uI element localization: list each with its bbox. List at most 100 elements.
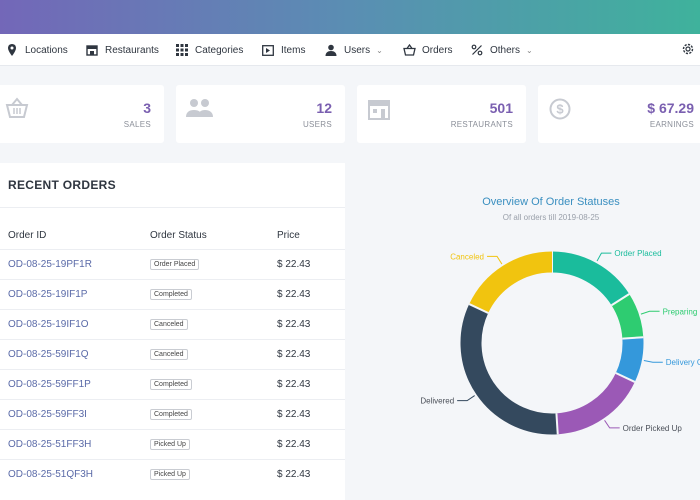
nav-locations-label: Locations <box>25 44 68 56</box>
user-icon <box>324 43 338 57</box>
order-id-link[interactable]: OD-08-25-19IF1O <box>8 319 89 330</box>
panel-divider <box>0 207 345 208</box>
stat-sales-value: 3 <box>143 100 151 116</box>
order-price: $ 22.43 <box>277 289 311 300</box>
restaurant-icon <box>85 43 99 57</box>
dollar-icon: $ <box>548 97 572 121</box>
stat-card-earnings: $ $ 67.29 EARNINGS <box>538 85 700 143</box>
slice-separator <box>610 293 630 307</box>
nav-orders-label: Orders <box>422 44 453 56</box>
nav-items-label: Items <box>281 44 306 56</box>
nav-locations[interactable]: Locations <box>5 43 68 57</box>
basket-icon <box>402 43 416 57</box>
building-icon <box>367 97 391 121</box>
status-badge: Picked Up <box>150 439 190 450</box>
recent-orders-title: RECENT ORDERS <box>8 178 116 192</box>
status-badge: Completed <box>150 289 192 300</box>
order-id-link[interactable]: OD-08-25-59FF3I <box>8 409 87 420</box>
nav-restaurants[interactable]: Restaurants <box>85 43 159 57</box>
label-leader-line <box>457 395 475 402</box>
chevron-down-icon: ⌄ <box>526 45 533 55</box>
table-row[interactable]: OD-08-25-19PF1R Order Placed $ 22.43 <box>0 249 345 279</box>
status-badge: Picked Up <box>150 469 190 480</box>
slice-separator <box>555 413 559 435</box>
status-badge: Completed <box>150 379 192 390</box>
nav-restaurants-label: Restaurants <box>105 44 159 56</box>
slice-separator <box>622 336 644 340</box>
slice-label: Delivery Gu <box>666 358 700 367</box>
nav-categories[interactable]: Categories <box>175 43 243 57</box>
slice-label: Order Picked Up <box>623 424 683 433</box>
table-row[interactable]: OD-08-25-51QF3H Picked Up $ 22.43 <box>0 459 345 489</box>
status-badge: Canceled <box>150 349 188 360</box>
stat-earnings-value: $ 67.29 <box>647 100 694 116</box>
nav-items[interactable]: Items <box>261 43 305 57</box>
order-price: $ 22.43 <box>277 439 311 450</box>
nav-categories-label: Categories <box>195 44 244 56</box>
stat-earnings-label: EARNINGS <box>649 120 694 129</box>
status-badge: Order Placed <box>150 259 200 270</box>
order-id-link[interactable]: OD-08-25-19IF1P <box>8 289 88 300</box>
donut-slice-preparing[interactable] <box>611 293 644 339</box>
users-icon <box>186 97 213 121</box>
nav-orders[interactable]: Orders <box>402 43 453 57</box>
label-leader-line <box>604 420 620 429</box>
order-id-link[interactable]: OD-08-25-59FF1P <box>8 379 91 390</box>
stat-restaurants-value: 501 <box>489 100 513 116</box>
donut-slice-delivered[interactable] <box>460 304 558 435</box>
stat-restaurants-label: RESTAURANTS <box>450 120 513 129</box>
status-badge: Completed <box>150 409 192 420</box>
table-row[interactable]: OD-08-25-51FF3H Picked Up $ 22.43 <box>0 429 345 459</box>
nav-users[interactable]: Users ⌄ <box>324 43 383 57</box>
order-price: $ 22.43 <box>277 469 311 480</box>
image-icon <box>261 43 275 57</box>
slice-separator <box>468 303 489 314</box>
table-row[interactable]: OD-08-25-19IF1P Completed $ 22.43 <box>0 279 345 309</box>
nav-others[interactable]: Others ⌄ <box>470 43 533 57</box>
slice-label: Order Placed <box>614 249 661 258</box>
stat-card-restaurants: 501 RESTAURANTS <box>357 85 526 143</box>
donut-slice-delivery-gu[interactable] <box>615 337 644 382</box>
basket-icon <box>5 97 29 121</box>
chevron-down-icon: ⌄ <box>376 45 383 55</box>
slice-label: Preparing <box>663 307 698 316</box>
table-row[interactable]: OD-08-25-59FF3I Completed $ 22.43 <box>0 399 345 429</box>
order-id-link[interactable]: OD-08-25-19PF1R <box>8 259 92 270</box>
order-price: $ 22.43 <box>277 379 311 390</box>
column-header-order-status: Order Status <box>150 230 207 241</box>
slice-label: Canceled <box>450 252 484 261</box>
label-leader-line <box>487 255 503 265</box>
chart-subtitle: Of all orders till 2019-08-25 <box>502 213 600 222</box>
percent-icon <box>470 43 484 57</box>
stat-sales-label: SALES <box>123 120 151 129</box>
main-navbar: Locations Restaurants Categories Items U… <box>0 34 700 66</box>
svg-text:$: $ <box>556 102 564 117</box>
slice-label: Delivered <box>420 397 454 406</box>
order-id-link[interactable]: OD-08-25-51FF3H <box>8 439 92 450</box>
table-row[interactable]: OD-08-25-19IF1O Canceled $ 22.43 <box>0 309 345 339</box>
nav-others-label: Others <box>490 44 521 56</box>
order-price: $ 22.43 <box>277 349 311 360</box>
donut-slice-order-placed[interactable] <box>551 251 630 306</box>
column-header-price: Price <box>277 230 300 241</box>
nav-users-label: Users <box>344 44 371 56</box>
stat-card-users: 12 USERS <box>176 85 345 143</box>
recent-orders-panel: RECENT ORDERS Order ID Order Status Pric… <box>0 163 345 500</box>
label-leader-line <box>596 252 612 262</box>
table-row[interactable]: OD-08-25-59IF1Q Canceled $ 22.43 <box>0 339 345 369</box>
gear-icon[interactable] <box>681 42 697 58</box>
stat-users-value: 12 <box>316 100 332 116</box>
map-pin-icon <box>5 43 19 57</box>
top-gradient-bar <box>0 0 700 34</box>
order-price: $ 22.43 <box>277 409 311 420</box>
donut-slice-order-picked-up[interactable] <box>556 372 635 435</box>
order-id-link[interactable]: OD-08-25-59IF1Q <box>8 349 89 360</box>
table-row[interactable]: OD-08-25-59FF1P Completed $ 22.43 <box>0 369 345 399</box>
label-leader-line <box>643 360 663 363</box>
order-price: $ 22.43 <box>277 319 311 330</box>
order-id-link[interactable]: OD-08-25-51QF3H <box>8 469 94 480</box>
status-badge: Canceled <box>150 319 188 330</box>
grid-icon <box>175 43 189 57</box>
order-price: $ 22.43 <box>277 259 311 270</box>
donut-slice-canceled[interactable] <box>469 251 553 314</box>
